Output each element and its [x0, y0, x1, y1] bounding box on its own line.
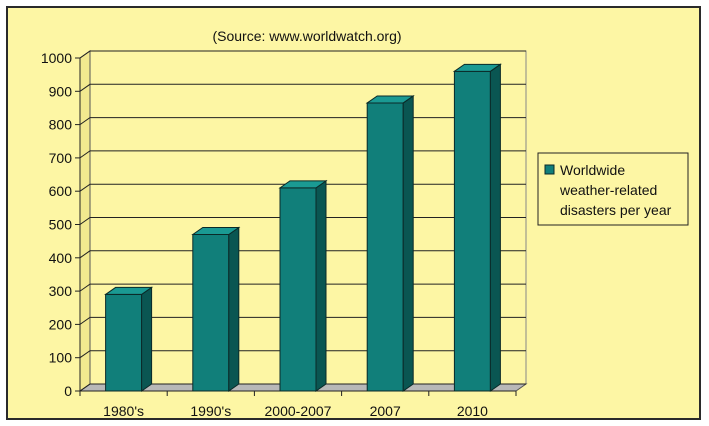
y-tick-label: 700 — [49, 150, 73, 166]
x-tick-label: 1980's — [103, 403, 144, 419]
y-tick-label: 600 — [49, 183, 73, 199]
bar-top — [278, 180, 328, 189]
bar-side — [228, 226, 240, 392]
bar-top — [104, 286, 154, 295]
bar — [104, 286, 154, 392]
bar-front — [366, 102, 404, 392]
bar-chart: (Source: www.worldwatch.org) 0 100 200 300 4… — [41, 28, 689, 419]
chart-subtitle: (Source: www.worldwatch.org) — [212, 28, 401, 44]
y-tick-label: 800 — [49, 117, 73, 133]
bar — [191, 226, 241, 392]
gridline — [79, 83, 526, 92]
plot-area: 0 100 200 300 400 500 600 700 800 900 1000 1980's 19… — [41, 50, 528, 419]
bar — [278, 179, 328, 392]
bar-top — [365, 95, 415, 104]
legend-box — [537, 152, 689, 226]
gridline — [79, 50, 526, 59]
bar-side — [141, 286, 153, 392]
legend: Worldwide weather-related disasters per ye… — [537, 152, 689, 226]
bar — [452, 63, 502, 392]
bar-front — [192, 233, 230, 392]
bar-top — [452, 63, 502, 72]
y-tick-label: 0 — [64, 383, 72, 399]
bar — [365, 94, 415, 392]
x-tick-label: 1990's — [190, 403, 231, 419]
y-tick-label: 900 — [49, 83, 73, 99]
y-tick-label: 300 — [49, 283, 73, 299]
bar-front — [453, 70, 491, 392]
legend-label: Worldwide — [560, 162, 625, 178]
chart-frame: (Source: www.worldwatch.org) 0 100 200 300 4… — [6, 6, 701, 420]
y-tick-label: 200 — [49, 316, 73, 332]
bar-top — [191, 226, 241, 235]
y-tick-label: 400 — [49, 250, 73, 266]
y-tick-label: 500 — [49, 217, 73, 233]
bar-side — [402, 94, 414, 392]
x-tick-label: 2007 — [370, 403, 401, 419]
bar-front — [105, 293, 143, 392]
y-tick-label: 1000 — [41, 50, 72, 66]
legend-swatch — [544, 164, 555, 175]
x-tick-label: 2000-2007 — [265, 403, 332, 419]
bar-side — [489, 63, 501, 392]
legend-label: weather-related — [559, 182, 657, 198]
bar-side — [315, 179, 327, 392]
bar-front — [279, 187, 317, 392]
x-tick-label: 2010 — [457, 403, 488, 419]
y-tick-label: 100 — [49, 350, 73, 366]
legend-label: disasters per year — [560, 202, 672, 218]
